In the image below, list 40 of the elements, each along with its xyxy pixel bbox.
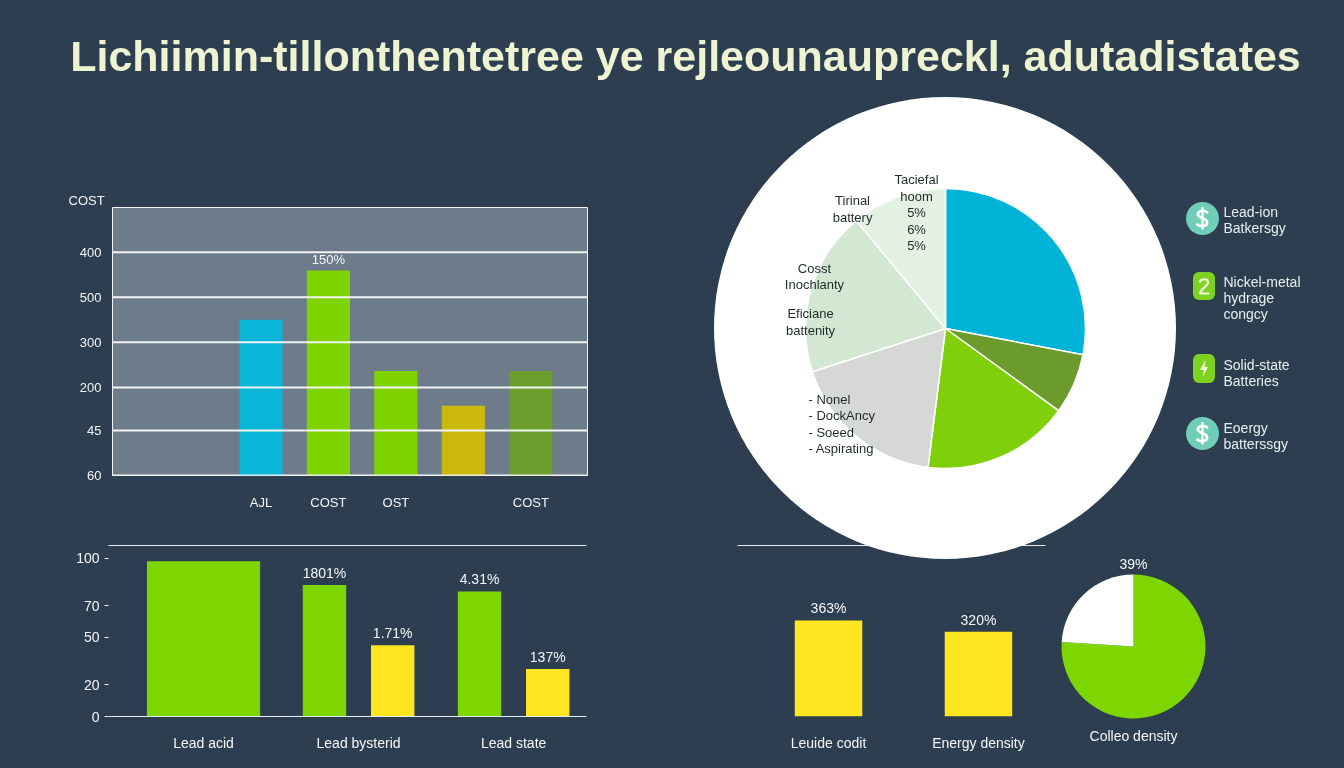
x-tick-label: Lead bysterid <box>316 734 401 751</box>
y-tick-label: 20 <box>83 676 100 693</box>
text: Colleo density <box>1089 727 1178 744</box>
text: 300 <box>79 334 102 350</box>
text: 39% <box>1119 555 1148 572</box>
text: 400 <box>79 244 102 260</box>
x-tick-label: Energy density <box>932 734 1025 751</box>
annotation: 1.71% <box>372 625 413 642</box>
x-tick-label: Lead acid <box>173 734 234 751</box>
text: Eficiane battenity <box>785 306 836 338</box>
annotation: 4.31% <box>459 571 500 588</box>
text: Cosst Inochlanty <box>784 260 845 293</box>
text: 60 <box>87 468 102 483</box>
y-tick-label: 0 <box>91 708 100 725</box>
text: Nickel-metal hydrage congcy <box>1223 273 1301 322</box>
x-tick-label: AJL <box>249 494 273 510</box>
x-tick-label: COST <box>310 494 347 510</box>
annotation: 1801% <box>302 565 347 582</box>
text: 200 <box>79 379 102 395</box>
annotation: 137% <box>529 649 566 665</box>
x-tick-label: OST <box>382 494 410 510</box>
x-tick-label: COST <box>512 494 549 510</box>
text: 45 <box>87 422 102 438</box>
text: Lichiimin-tillonthentetree ye rejleounaupreckl, adutadistates <box>70 31 1301 80</box>
text: Tirinal battery <box>832 193 873 225</box>
text: 500 <box>79 289 102 305</box>
text: Lead-ion Batkersgy <box>1223 203 1286 236</box>
text: Taciefal hoom 5% 6% 5% <box>894 172 939 254</box>
y-axis-title: COST <box>68 192 105 208</box>
annotation: 150% <box>311 251 346 267</box>
y-tick-label: 70 <box>83 597 100 614</box>
data-label: 320% <box>960 611 997 628</box>
x-tick-label: Leuide codit <box>790 734 867 751</box>
y-tick-label: 100 <box>76 550 100 567</box>
text: - Nonel - DockAncy - Soeed - Aspirating <box>808 391 876 457</box>
text: Eoergy batterssgy <box>1223 419 1289 452</box>
y-tick-label: 50 <box>83 629 100 646</box>
data-label: 363% <box>810 600 847 617</box>
x-tick-label: Lead state <box>480 734 547 751</box>
text: Solid-state Batteries <box>1223 356 1290 389</box>
